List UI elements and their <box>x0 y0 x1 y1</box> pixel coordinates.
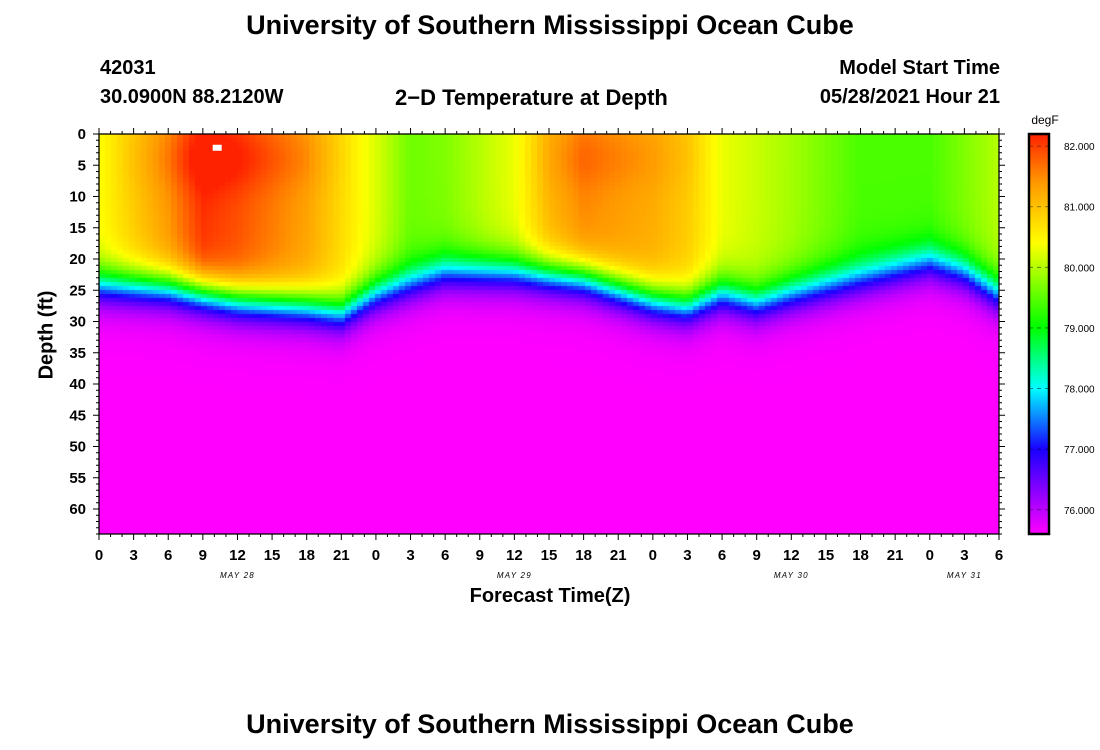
colorbar-tick-label: 78.000 <box>1064 385 1095 396</box>
y-tick-label: 25 <box>69 282 86 299</box>
model-start-label: Model Start Time <box>839 57 1000 79</box>
colorbar-tick-label: 77.000 <box>1064 445 1095 456</box>
station-marker <box>212 144 222 151</box>
station-id: 42031 <box>100 57 156 79</box>
y-tick-label: 15 <box>69 220 86 237</box>
y-tick-label: 50 <box>69 439 86 456</box>
plot-frame-rect <box>98 133 1000 535</box>
top-title: University of Southern Mississippi Ocean… <box>246 10 854 40</box>
x-tick-label: 6 <box>164 547 172 564</box>
colorbar-tick-label: 81.000 <box>1064 203 1095 214</box>
x-tick-label: 0 <box>95 547 103 564</box>
x-tick-label: 0 <box>926 547 934 564</box>
y-tick-label: 0 <box>78 126 86 143</box>
x-tick-label: 9 <box>199 547 207 564</box>
x-tick-label: 3 <box>960 547 968 564</box>
plot-title: 2−D Temperature at Depth <box>395 85 668 110</box>
heatmap-plot-area <box>99 134 999 534</box>
x-day-label: MAY 31 <box>947 571 982 580</box>
y-tick-label: 40 <box>69 376 86 393</box>
colorbar-axis: degF 76.000 77.000 78.000 79.000 80.000 81.000… <box>1027 113 1095 536</box>
x-tick-label: 18 <box>298 547 315 564</box>
x-tick-label: 3 <box>683 547 691 564</box>
x-tick-label: 12 <box>506 547 523 564</box>
colorbar-frame <box>1027 132 1051 536</box>
y-axis-title: Depth (ft) <box>35 290 58 380</box>
x-tick-label: 21 <box>333 547 350 564</box>
x-tick-label: 6 <box>995 547 1003 564</box>
x-tick-label: 3 <box>406 547 414 564</box>
colorbar-unit-label: degF <box>1031 113 1058 127</box>
x-tick-label: 15 <box>264 547 281 564</box>
colorbar-tick-label: 76.000 <box>1064 506 1095 517</box>
temperature-field <box>99 134 999 534</box>
x-day-label: MAY 29 <box>497 571 532 580</box>
y-tick-label: 10 <box>69 189 86 206</box>
y-tick-label: 20 <box>69 251 86 268</box>
x-tick-label: 3 <box>129 547 137 564</box>
y-tick-label: 30 <box>69 314 86 331</box>
colorbar-tick-label: 80.000 <box>1064 263 1095 274</box>
y-tick-label: 35 <box>69 345 86 362</box>
x-tick-label: 21 <box>887 547 904 564</box>
x-tick-label: 0 <box>649 547 657 564</box>
x-tick-label: 6 <box>718 547 726 564</box>
y-tick-label: 45 <box>69 407 86 424</box>
x-tick-label: 12 <box>229 547 246 564</box>
colorbar-tick-label: 79.000 <box>1064 324 1095 335</box>
y-tick-label: 5 <box>78 157 86 174</box>
x-axis-ticks: 0 3 6 9 12 15 18 21 0 3 6 9 12 15 18 21 0 3 6 9 12 15 18 21 0 3 6 M… <box>95 128 1003 580</box>
x-tick-label: 21 <box>610 547 627 564</box>
y-axis-ticks: 0 5 10 15 20 25 30 35 40 45 50 55 60 <box>69 126 1005 535</box>
x-tick-label: 0 <box>372 547 380 564</box>
colorbar-tick-label: 82.000 <box>1064 142 1095 153</box>
x-day-label: MAY 30 <box>774 571 809 580</box>
colorbar-gradient <box>1029 134 1049 534</box>
bottom-title: University of Southern Mississippi Ocean… <box>246 709 854 739</box>
x-day-label: MAY 28 <box>220 571 255 580</box>
x-tick-label: 9 <box>753 547 761 564</box>
marker-layer <box>212 144 222 151</box>
station-location: 30.0900N 88.2120W <box>100 86 284 108</box>
x-tick-label: 18 <box>852 547 869 564</box>
x-tick-label: 9 <box>476 547 484 564</box>
x-tick-label: 18 <box>575 547 592 564</box>
x-tick-label: 6 <box>441 547 449 564</box>
model-start-value: 05/28/2021 Hour 21 <box>819 86 1000 108</box>
y-tick-label: 60 <box>69 501 86 518</box>
x-tick-label: 15 <box>541 547 558 564</box>
x-tick-label: 12 <box>783 547 800 564</box>
x-axis-title: Forecast Time(Z) <box>469 585 631 607</box>
y-tick-label: 55 <box>69 470 86 487</box>
plot-frame <box>98 133 1000 535</box>
x-tick-label: 15 <box>818 547 835 564</box>
